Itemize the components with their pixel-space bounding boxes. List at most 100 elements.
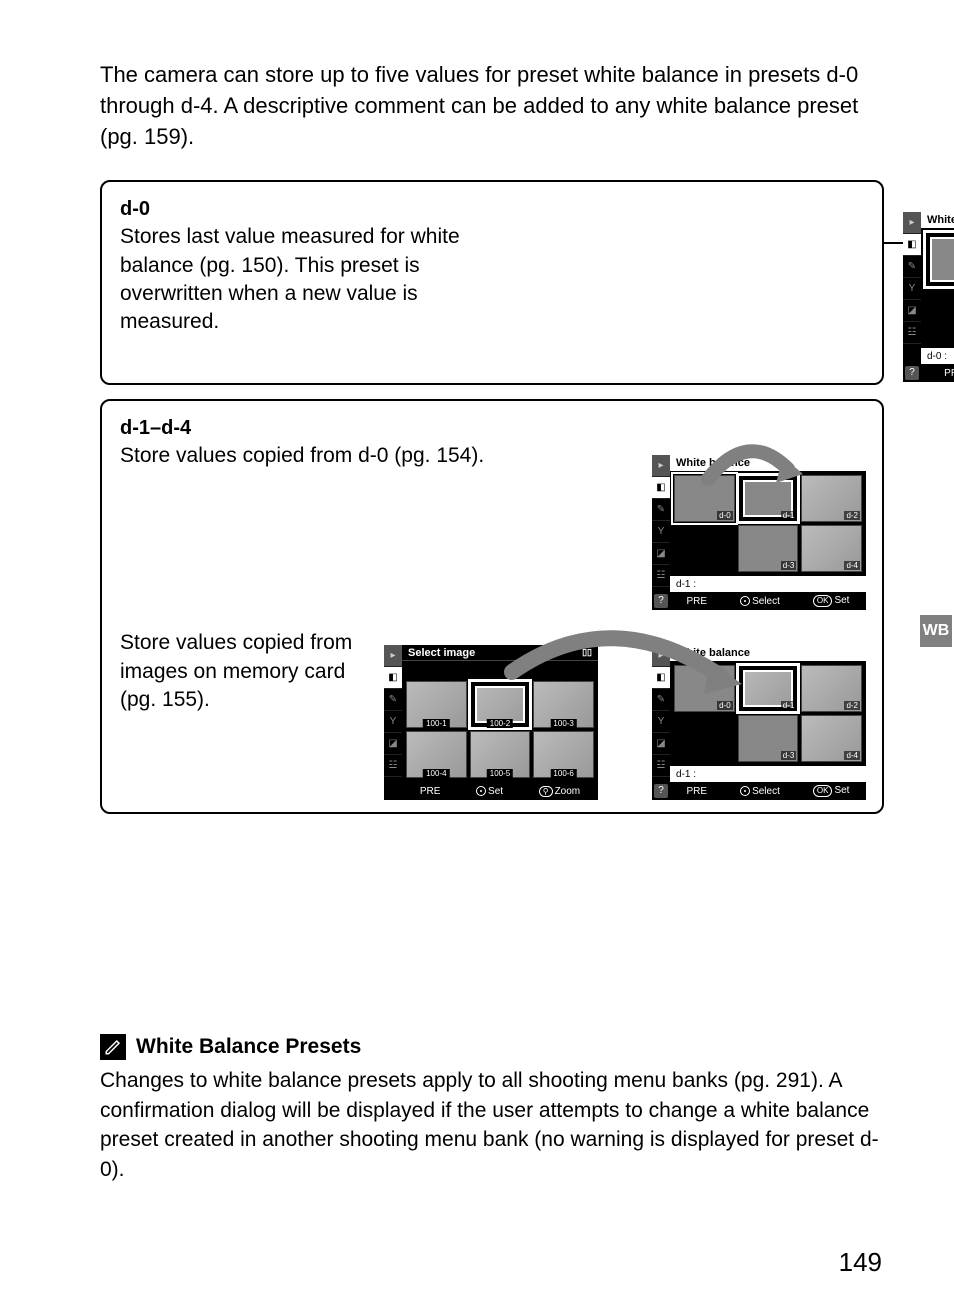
multiselector-icon (740, 596, 750, 606)
thumb-image: 100-1 (406, 681, 467, 728)
retouch-icon: ◪ (903, 300, 921, 322)
image-thumbnail-grid: 100-1 100-2 100-3 100-4 100-5 100-6 (402, 677, 598, 782)
camera-icon: ◧ (652, 667, 670, 689)
play-icon: ▸ (652, 645, 670, 667)
help-icon: ? (654, 784, 668, 798)
cam-statusbar: d-1 : (670, 766, 866, 782)
note-title: White Balance Presets (136, 1035, 361, 1059)
cam-body: White balance Select image ▯▯ 100-1 100-… (402, 661, 598, 782)
d0-title: d-0 (120, 198, 864, 221)
camera-screen-select-image: ▸ ◧ ✎ Y ◪ ☳ White balance Select image ▯… (384, 645, 598, 800)
preset-thumbnail-grid: d-0 d-1 d-2 d-3 d-4 (921, 228, 954, 348)
footer-select-label: Select (740, 596, 780, 607)
thumb-image: 100-5 (470, 731, 531, 778)
thumb-image-selected: 100-2 (470, 681, 531, 728)
thumb-d3: d-3 (738, 525, 799, 572)
wrench-icon: Y (652, 711, 670, 733)
play-icon: ▸ (903, 212, 921, 234)
pencil-note-icon (100, 1034, 126, 1060)
cam-title: White balance (676, 457, 750, 469)
footer-pre: PRE (944, 368, 954, 379)
d0-text: Stores last value measured for white bal… (120, 223, 490, 336)
thumb-d0: d-0 (674, 665, 735, 712)
thumb-d1: d-1 (738, 665, 799, 712)
cam-statusbar: d-0 : (921, 348, 954, 364)
camera-icon: ◧ (384, 667, 402, 689)
cam-sidebar: ▸ ◧ ✎ Y ◪ ☳ (652, 455, 670, 592)
multiselector-icon (476, 786, 486, 796)
wrench-icon: Y (384, 711, 402, 733)
recent-icon: ☳ (384, 755, 402, 777)
cam-footer: PRE Select OKSet (652, 782, 866, 800)
cam-subtitle: Select image (408, 647, 475, 659)
pencil-tab-icon: ✎ (652, 689, 670, 711)
footer-set-label: OKSet (813, 595, 850, 607)
camera-screen-copy-d0: ▸ ◧ ✎ Y ◪ ☳ White balance d-0 d-1 d-2 d-… (652, 455, 866, 610)
footer-zoom-label: ⚲Zoom (539, 786, 580, 797)
d1-text1: Store values copied from d-0 (pg. 154). (120, 442, 580, 470)
cam-title-bar: White balance (670, 645, 866, 661)
ok-icon: OK (813, 785, 833, 797)
cam-subtitle-bar: Select image ▯▯ (402, 645, 598, 661)
retouch-icon: ◪ (652, 543, 670, 565)
thumb-d3: d-3 (738, 715, 799, 762)
recent-icon: ☳ (652, 755, 670, 777)
recent-icon: ☳ (652, 565, 670, 587)
cam-title: White balance (676, 647, 750, 659)
wrench-icon: Y (903, 278, 921, 300)
thumb-image: 100-3 (533, 681, 594, 728)
wb-side-tab: WB (918, 613, 954, 649)
preset-thumbnail-grid: d-0 d-1 d-2 d-3 d-4 (670, 471, 866, 576)
preset-d0-box: d-0 Stores last value measured for white… (100, 180, 884, 385)
play-icon: ▸ (384, 645, 402, 667)
thumb-d1: d-1 (738, 475, 799, 522)
ok-icon: OK (813, 595, 833, 607)
retouch-icon: ◪ (384, 733, 402, 755)
cam-footer: PRE Select OKSet (652, 592, 866, 610)
note-heading: White Balance Presets (100, 1034, 884, 1060)
status-text: d-1 : (676, 579, 696, 590)
status-text: d-0 : (927, 351, 947, 362)
preset-thumbnail-grid: d-0 d-1 d-2 d-3 d-4 (670, 661, 866, 766)
footer-set-label: Set (476, 786, 503, 797)
page-number: 149 (839, 1247, 882, 1278)
thumb-d0: d-0 (925, 232, 954, 287)
camera-screen-d0: ▸ ◧ ✎ Y ◪ ☳ White balance d-0 d-1 d-2 d-… (903, 212, 954, 382)
d1-title: d-1–d-4 (120, 417, 864, 440)
thumb-image: 100-4 (406, 731, 467, 778)
thumb-d4: d-4 (801, 525, 862, 572)
cam-body: White balance d-0 d-1 d-2 d-3 d-4 (921, 228, 954, 348)
manual-page: The camera can store up to five values f… (0, 0, 954, 1224)
thumb-image: 100-6 (533, 731, 594, 778)
pencil-tab-icon: ✎ (652, 499, 670, 521)
footer-pre: PRE (687, 786, 708, 797)
cam-body: White balance d-0 d-1 d-2 d-3 d-4 (670, 661, 866, 766)
zoom-icon: ⚲ (539, 786, 553, 797)
cam-title-bar: White balance (670, 455, 866, 471)
cam-sidebar: ▸ ◧ ✎ Y ◪ ☳ (384, 645, 402, 782)
card-slot-icon: ▯▯ (582, 647, 592, 658)
cam-title: White balance (927, 214, 954, 226)
camera-icon: ◧ (903, 234, 921, 256)
wrench-icon: Y (652, 521, 670, 543)
thumb-d2: d-2 (801, 475, 862, 522)
cam-sidebar: ▸ ◧ ✎ Y ◪ ☳ (652, 645, 670, 782)
recent-icon: ☳ (903, 322, 921, 344)
intro-paragraph: The camera can store up to five values f… (100, 60, 884, 152)
cam-body: White balance d-0 d-1 d-2 d-3 d-4 (670, 471, 866, 576)
help-icon: ? (654, 594, 668, 608)
footer-select-label: Select (740, 786, 780, 797)
footer-pre: PRE (420, 786, 441, 797)
preset-d1-d4-box: d-1–d-4 Store values copied from d-0 (pg… (100, 399, 884, 814)
thumb-d0: d-0 (674, 475, 735, 522)
cam-statusbar: d-1 : (670, 576, 866, 592)
status-text: d-1 : (676, 769, 696, 780)
help-icon: ? (905, 366, 919, 380)
thumb-d4: d-4 (801, 715, 862, 762)
cam-sidebar: ▸ ◧ ✎ Y ◪ ☳ (903, 212, 921, 364)
cam-footer: PRE Set ⚲Zoom (384, 782, 598, 800)
cam-title-bar: White balance (921, 212, 954, 228)
camera-icon: ◧ (652, 477, 670, 499)
pencil-tab-icon: ✎ (903, 256, 921, 278)
note-section: White Balance Presets Changes to white b… (100, 1034, 884, 1184)
